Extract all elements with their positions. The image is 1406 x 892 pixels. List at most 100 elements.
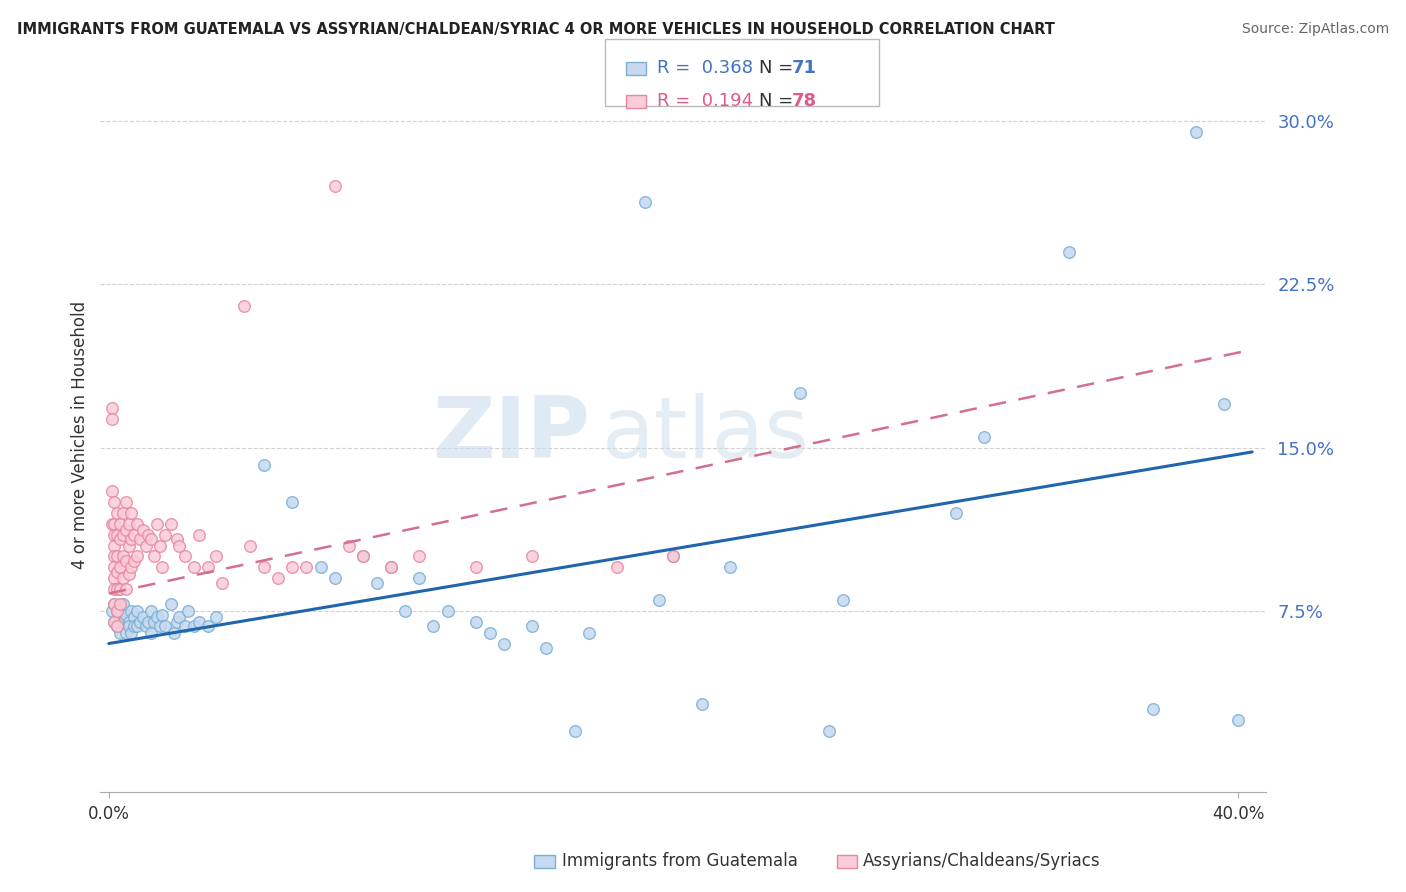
Point [131, 610, 153, 624]
Point [114, 554, 136, 568]
Point [267, 571, 290, 585]
Point [211, 575, 233, 590]
Point [174, 619, 197, 633]
Point [103, 560, 125, 574]
Point [103, 615, 125, 629]
Point [111, 549, 134, 564]
Point [141, 625, 163, 640]
Point [789, 386, 811, 401]
Point [120, 506, 142, 520]
Point [831, 593, 853, 607]
Point [125, 516, 148, 531]
Text: R =  0.194: R = 0.194 [657, 92, 752, 110]
Point [128, 615, 150, 629]
Point [464, 615, 486, 629]
Point [662, 549, 685, 564]
Point [394, 604, 416, 618]
Point [114, 625, 136, 640]
Point [1227, 713, 1250, 727]
Point [166, 532, 188, 546]
Point [380, 560, 402, 574]
Point [352, 549, 374, 564]
Point [108, 516, 131, 531]
Point [1213, 397, 1236, 411]
Point [105, 604, 128, 618]
Point [117, 619, 139, 633]
Point [718, 560, 741, 574]
Point [149, 619, 172, 633]
Point [120, 604, 142, 618]
Point [120, 560, 142, 574]
Point [103, 495, 125, 509]
Point [146, 516, 169, 531]
Point [131, 524, 153, 538]
Point [662, 549, 685, 564]
Point [146, 610, 169, 624]
Point [464, 560, 486, 574]
Point [945, 506, 967, 520]
Point [163, 625, 186, 640]
Point [155, 527, 177, 541]
Point [408, 549, 430, 564]
Point [188, 527, 211, 541]
Point [160, 516, 183, 531]
Point [143, 549, 166, 564]
Point [108, 625, 131, 640]
Point [100, 516, 122, 531]
Text: Assyrians/Chaldeans/Syriacs: Assyrians/Chaldeans/Syriacs [863, 852, 1101, 870]
Point [309, 560, 332, 574]
Point [117, 539, 139, 553]
Point [188, 615, 211, 629]
Point [105, 582, 128, 596]
Point [108, 610, 131, 624]
Point [169, 539, 191, 553]
Point [690, 698, 713, 712]
Point [174, 549, 197, 564]
Text: N =: N = [759, 59, 799, 77]
Point [422, 619, 444, 633]
Point [149, 539, 172, 553]
Point [578, 625, 600, 640]
Point [169, 610, 191, 624]
Point [114, 495, 136, 509]
Point [323, 571, 346, 585]
Point [366, 575, 388, 590]
Point [105, 619, 128, 633]
Text: Immigrants from Guatemala: Immigrants from Guatemala [562, 852, 799, 870]
Point [155, 619, 177, 633]
Point [111, 571, 134, 585]
Point [117, 615, 139, 629]
Point [436, 604, 458, 618]
Point [105, 604, 128, 618]
Text: N =: N = [759, 92, 799, 110]
Point [103, 582, 125, 596]
Point [134, 619, 156, 633]
Point [125, 549, 148, 564]
Point [105, 527, 128, 541]
Point [564, 723, 586, 738]
Point [120, 625, 142, 640]
Point [323, 179, 346, 194]
Point [1142, 702, 1164, 716]
Text: atlas: atlas [602, 393, 810, 476]
Point [111, 598, 134, 612]
Point [100, 412, 122, 426]
Y-axis label: 4 or more Vehicles in Household: 4 or more Vehicles in Household [72, 301, 89, 568]
Point [183, 560, 205, 574]
Point [103, 598, 125, 612]
Point [125, 619, 148, 633]
Text: 78: 78 [792, 92, 817, 110]
Point [337, 539, 360, 553]
Text: R =  0.368: R = 0.368 [657, 59, 752, 77]
Point [648, 593, 671, 607]
Point [122, 610, 145, 624]
Point [108, 598, 131, 612]
Point [141, 604, 163, 618]
Point [143, 615, 166, 629]
Point [105, 619, 128, 633]
Point [134, 539, 156, 553]
Point [166, 615, 188, 629]
Point [138, 615, 160, 629]
Point [103, 615, 125, 629]
Point [205, 610, 228, 624]
